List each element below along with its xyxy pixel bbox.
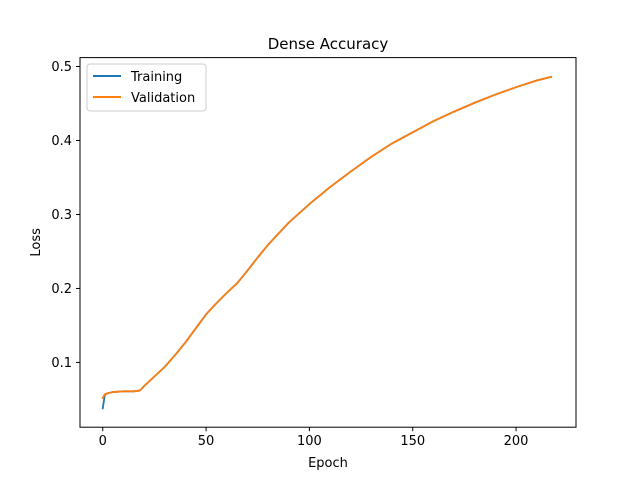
plot-frame	[79, 57, 577, 428]
x-tick-label: 150	[400, 434, 425, 449]
chart-title: Dense Accuracy	[268, 35, 389, 53]
x-axis-label: Epoch	[308, 456, 348, 471]
x-axis-ticks: 0 50 100 150 200	[99, 427, 529, 449]
y-axis-ticks: 0.1 0.2 0.3 0.4 0.5	[51, 60, 80, 371]
y-tick-label: 0.5	[51, 60, 72, 75]
x-tick-label: 200	[504, 434, 529, 449]
legend: Training Validation	[86, 63, 207, 112]
x-tick-label: 100	[297, 434, 322, 449]
y-tick-label: 0.4	[51, 134, 72, 149]
y-tick-label: 0.3	[51, 208, 72, 223]
x-tick-label: 50	[198, 434, 215, 449]
legend-label-validation: Validation	[131, 91, 195, 106]
legend-label-training: Training	[130, 70, 182, 85]
y-axis-label: Loss	[29, 228, 44, 257]
y-tick-label: 0.2	[51, 282, 72, 297]
plot-lines	[101, 75, 553, 410]
series-line-validation	[101, 75, 553, 400]
x-tick-label: 0	[99, 434, 107, 449]
y-tick-label: 0.1	[51, 356, 72, 371]
